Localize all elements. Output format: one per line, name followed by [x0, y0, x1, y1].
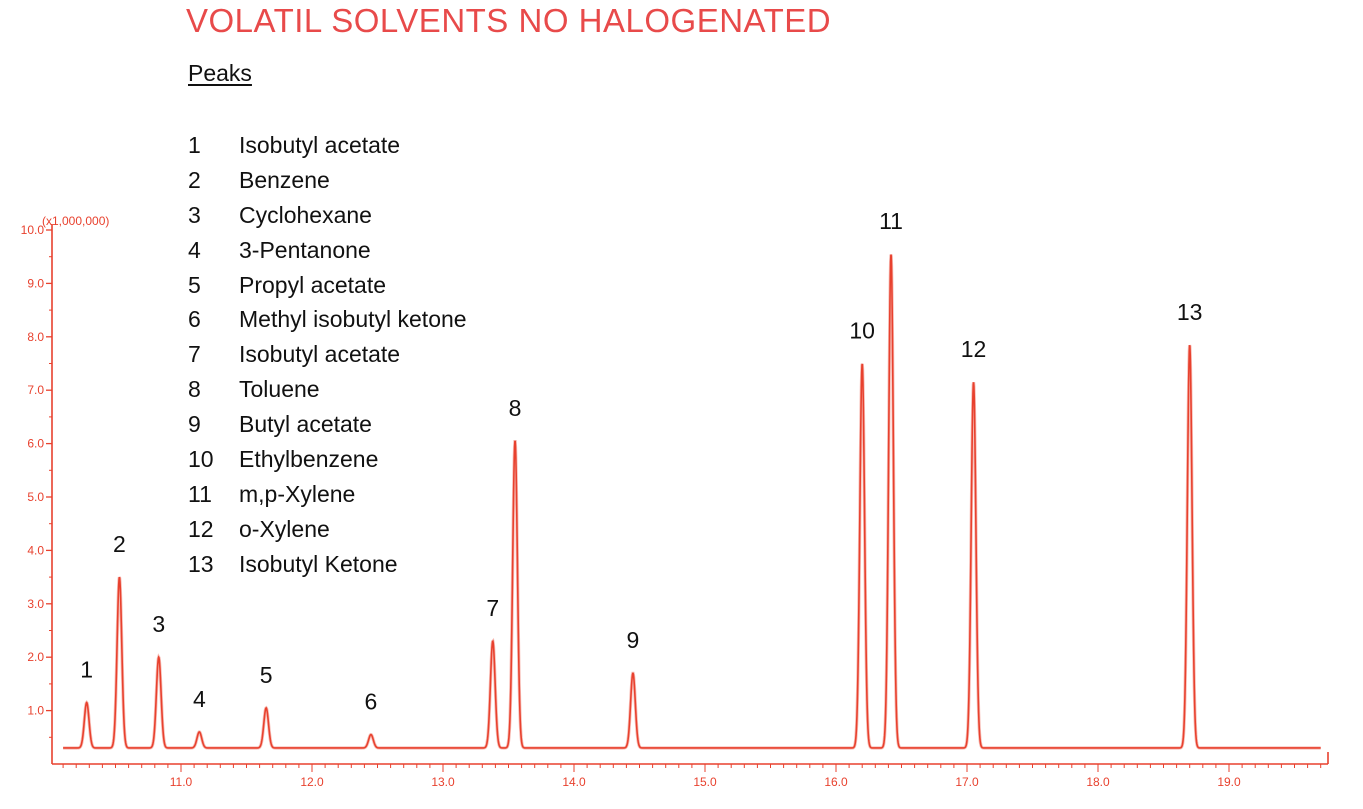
legend-item: 7 Isobutyl acetate	[188, 337, 467, 372]
peak-label: 2	[113, 531, 126, 557]
legend-item-name: Toluene	[239, 376, 320, 403]
chromatogram-trace-shadow	[63, 254, 1321, 750]
x-tick-label: 11.0	[170, 775, 193, 789]
legend-item-number: 3	[188, 201, 201, 228]
peak-label: 3	[152, 611, 165, 637]
legend-item: 6 Methyl isobutyl ketone	[188, 302, 467, 337]
legend-item-number: 12	[188, 515, 214, 542]
x-tick-label: 13.0	[431, 775, 455, 789]
peak-label: 4	[193, 686, 206, 712]
legend-item-number: 9	[188, 411, 201, 438]
legend-item-name: Isobutyl Ketone	[239, 550, 398, 577]
legend-item: 9 Butyl acetate	[188, 407, 467, 442]
legend-item: 10 Ethylbenzene	[188, 442, 467, 477]
peak-label: 11	[879, 208, 903, 234]
x-tick-label: 19.0	[1217, 775, 1241, 789]
x-tick-label: 16.0	[824, 775, 848, 789]
peak-label: 13	[1177, 299, 1203, 325]
legend-heading: Peaks	[188, 60, 252, 86]
peak-legend: 1 Isobutyl acetate 2 Benzene 3 Cyclohexane 4 3-…	[188, 128, 467, 582]
y-tick-label: 6.0	[27, 437, 44, 451]
legend-item: 8 Toluene	[188, 372, 467, 407]
peak-label: 5	[260, 662, 273, 688]
legend-item-number: 6	[188, 306, 201, 333]
legend-item: 13 Isobutyl Ketone	[188, 547, 467, 582]
legend-item: 3 Cyclohexane	[188, 198, 467, 233]
legend-item-name: 3-Pentanone	[239, 236, 371, 263]
legend-item-number: 13	[188, 550, 214, 577]
peak-label: 8	[509, 395, 522, 421]
legend-item-name: Ethylbenzene	[239, 445, 379, 472]
legend-item-name: Cyclohexane	[239, 201, 372, 228]
legend-item-number: 8	[188, 376, 201, 403]
legend-item: 11 m,p-Xylene	[188, 477, 467, 512]
legend-item: 12 o-Xylene	[188, 512, 467, 547]
legend-item-name: Butyl acetate	[239, 411, 372, 438]
y-tick-label: 2.0	[27, 650, 44, 664]
y-tick-label: 10.0	[21, 223, 45, 237]
legend-item-number: 2	[188, 166, 201, 193]
peak-label: 1	[80, 657, 93, 683]
chart-axes: 1.0 2.0 3.0 4.0 5.0 6.0 7.0 8.0 9.0 10.0(x1,000,0…	[21, 214, 1329, 789]
y-tick-label: 5.0	[27, 490, 44, 504]
x-tick-label: 14.0	[562, 775, 586, 789]
legend-item-number: 11	[188, 480, 212, 507]
y-multiplier-label: (x1,000,000)	[42, 214, 109, 228]
legend-item-name: o-Xylene	[239, 515, 330, 542]
legend-item-name: Isobutyl acetate	[239, 131, 401, 158]
legend-item-name: m,p-Xylene	[239, 480, 356, 507]
legend-item-number: 4	[188, 236, 201, 263]
x-tick-label: 17.0	[955, 775, 979, 789]
peak-label: 12	[961, 336, 987, 362]
chromatogram-trace	[63, 254, 1321, 749]
y-tick-label: 4.0	[27, 543, 44, 557]
trace-layer	[63, 254, 1321, 750]
legend-item-number: 5	[188, 271, 201, 298]
x-tick-label: 18.0	[1086, 775, 1110, 789]
legend-item-name: Benzene	[239, 166, 330, 193]
legend-item-name: Propyl acetate	[239, 271, 387, 298]
legend-item: 5 Propyl acetate	[188, 268, 467, 303]
legend-item-number: 10	[188, 445, 214, 472]
legend-item-name: Methyl isobutyl ketone	[239, 306, 467, 333]
y-tick-label: 7.0	[27, 383, 44, 397]
chart-title: VOLATIL SOLVENTS NO HALOGENATED	[186, 2, 832, 39]
legend-item-number: 7	[188, 341, 201, 368]
y-tick-label: 3.0	[27, 597, 44, 611]
peak-label: 10	[849, 318, 875, 344]
peak-label: 6	[365, 689, 378, 715]
x-tick-label: 12.0	[300, 775, 324, 789]
legend-item-number: 1	[188, 131, 201, 158]
peak-label: 7	[486, 595, 499, 621]
y-tick-label: 9.0	[27, 276, 44, 290]
y-tick-label: 8.0	[27, 330, 44, 344]
legend-item: 4 3-Pentanone	[188, 233, 467, 268]
legend-item-name: Isobutyl acetate	[239, 341, 401, 368]
x-tick-label: 15.0	[693, 775, 717, 789]
legend-item: 1 Isobutyl acetate	[188, 128, 467, 163]
peak-label: 9	[627, 627, 640, 653]
legend-item: 2 Benzene	[188, 163, 467, 198]
y-tick-label: 1.0	[27, 704, 44, 718]
